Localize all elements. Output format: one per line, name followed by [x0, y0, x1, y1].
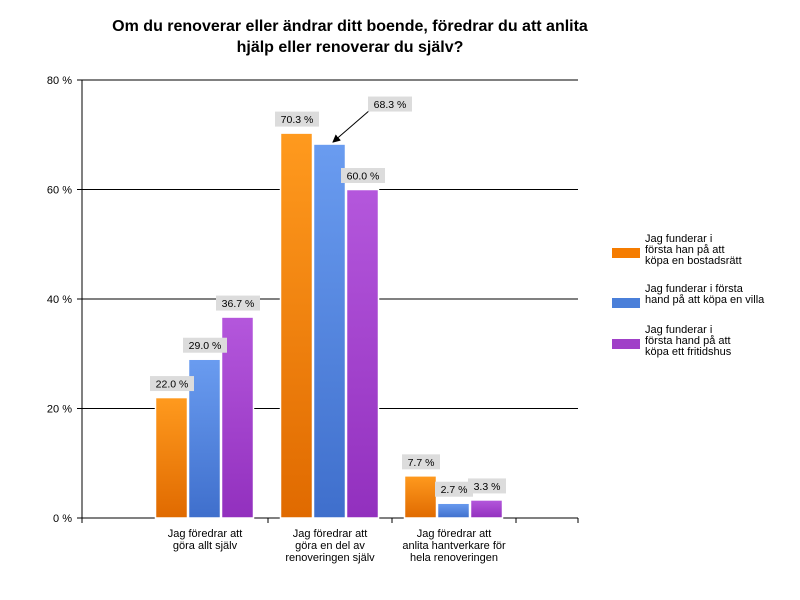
x-category-label-line: hela renoveringen — [409, 552, 499, 564]
legend-label-line: köpa ett fritidshus — [645, 346, 732, 358]
data-label-box — [275, 111, 319, 127]
data-label-text: 29.0 % — [189, 340, 222, 352]
data-label-text: 68.3 % — [374, 99, 407, 111]
x-category-label-line: göra en del av — [295, 540, 365, 552]
data-label-text: 22.0 % — [156, 379, 189, 391]
data-label: 68.3 % — [368, 96, 412, 112]
x-category-label: Jag föredrar att göra en del av renovering… — [255, 528, 405, 564]
data-label-box — [435, 481, 473, 497]
bar — [154, 396, 189, 519]
y-tick-label: 0 % — [53, 513, 72, 525]
data-label-box — [341, 168, 385, 183]
x-category-label: Jag föredrar att anlita hantverkare för he… — [379, 528, 529, 564]
data-label: 3.3 % — [468, 478, 506, 494]
data-label: 70.3 % — [275, 111, 319, 127]
legend-label-line: första han på att — [645, 244, 725, 256]
y-tick-label: 20 % — [47, 404, 72, 416]
legend-swatch — [612, 298, 640, 308]
data-label-box — [183, 337, 227, 353]
bar — [279, 132, 314, 519]
legend-item: Jag funderar i första hand på att köpa ett… — [612, 325, 797, 358]
data-label: 22.0 % — [150, 376, 194, 392]
legend-item: Jag funderar i första han på att köpa en b… — [612, 234, 797, 267]
data-label-box — [368, 96, 412, 112]
x-category-label-line: göra allt själv — [172, 540, 238, 552]
data-label-text: 60.0 % — [347, 171, 380, 183]
legend-label-line: första hand på att — [645, 335, 731, 347]
data-label: 29.0 % — [183, 337, 227, 353]
y-tick-label: 80 % — [47, 75, 72, 87]
data-label-box — [150, 376, 194, 392]
data-label-text: 36.7 % — [222, 298, 255, 310]
x-category-label-line: anlita hantverkare för — [402, 540, 506, 552]
chart-title-line: hjälp eller renoverar du själv? — [236, 39, 464, 56]
legend-label-line: Jag funderar i — [645, 233, 713, 245]
x-category-label: Jag föredrar att göra allt själv — [130, 528, 280, 552]
bar — [345, 188, 380, 519]
callout-arrow — [332, 109, 371, 143]
x-category-label-line: renoveringen själv — [285, 552, 375, 564]
legend-label-line: köpa en bostadsrätt — [645, 255, 742, 267]
data-label-text: 2.7 % — [441, 484, 468, 496]
legend-label: Jag funderar i första hand på att köpa en… — [645, 284, 783, 306]
x-category-label-line: Jag föredrar att — [167, 528, 243, 540]
chart-title-line: Om du renoverar eller ändrar ditt boende… — [112, 18, 588, 35]
data-label: 2.7 % — [435, 481, 473, 497]
bar — [436, 502, 471, 519]
legend-swatch — [612, 248, 640, 258]
legend-label-line: hand på att köpa en villa — [645, 294, 765, 306]
y-tick-label: 40 % — [47, 294, 72, 306]
data-label: 60.0 % — [341, 168, 385, 183]
legend-label-line: Jag funderar i — [645, 324, 713, 336]
legend: Jag funderar i första han på att köpa en b… — [612, 234, 797, 375]
x-category-label-line: Jag föredrar att — [416, 528, 492, 540]
x-category-label-line: Jag föredrar att — [292, 528, 368, 540]
data-label-box — [468, 478, 506, 494]
bar — [403, 475, 438, 519]
data-label-box — [402, 454, 440, 470]
data-label: 36.7 % — [216, 295, 260, 311]
y-tick-label: 60 % — [47, 185, 72, 197]
data-label-text: 7.7 % — [408, 457, 435, 469]
data-label-box — [216, 295, 260, 311]
chart-title: Om du renoverar eller ändrar ditt boende… — [40, 16, 660, 58]
legend-label: Jag funderar i första han på att köpa en b… — [645, 234, 783, 267]
bar — [469, 499, 504, 519]
legend-label: Jag funderar i första hand på att köpa ett… — [645, 325, 783, 358]
data-label: 7.7 % — [402, 454, 440, 470]
bar — [312, 143, 347, 519]
data-label-text: 3.3 % — [474, 481, 501, 493]
data-label-text: 70.3 % — [281, 114, 314, 126]
legend-label-line: Jag funderar i första — [645, 283, 743, 295]
legend-item: Jag funderar i första hand på att köpa en… — [612, 284, 797, 308]
legend-swatch — [612, 339, 640, 349]
